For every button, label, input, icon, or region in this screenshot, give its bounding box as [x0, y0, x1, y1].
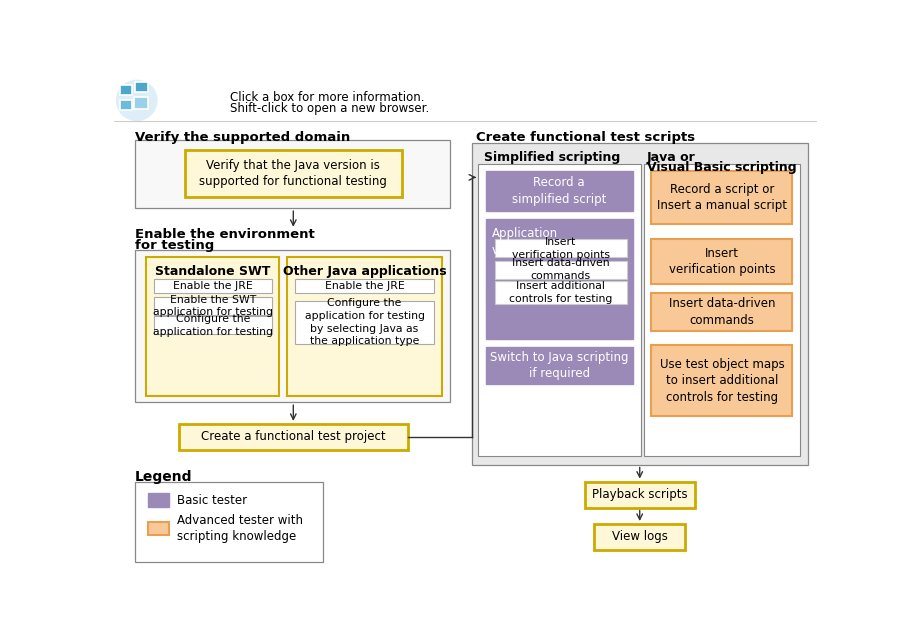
- Bar: [179, 424, 408, 450]
- Bar: [594, 524, 686, 550]
- Text: Create a functional test project: Create a functional test project: [201, 430, 386, 443]
- Bar: [495, 261, 627, 279]
- Text: Visual Basic scripting: Visual Basic scripting: [646, 161, 796, 175]
- Bar: [471, 143, 808, 464]
- Bar: [478, 164, 640, 456]
- Bar: [651, 293, 793, 332]
- Text: Insert
verification points: Insert verification points: [512, 237, 609, 260]
- Text: Other Java applications: Other Java applications: [282, 265, 447, 278]
- Text: Configure the
application for testing
by selecting Java as
the application type: Configure the application for testing by…: [304, 298, 425, 346]
- Text: Insert
verification points: Insert verification points: [668, 247, 775, 276]
- Bar: [486, 219, 633, 339]
- Bar: [146, 258, 280, 396]
- Text: Enable the JRE: Enable the JRE: [173, 281, 252, 291]
- Text: Click a box for more information.: Click a box for more information.: [230, 91, 424, 104]
- Text: Enable the environment: Enable the environment: [135, 228, 315, 242]
- Bar: [135, 250, 449, 402]
- Text: Advanced tester with
scripting knowledge: Advanced tester with scripting knowledge: [177, 514, 303, 544]
- Text: Enable the SWT
application for testing: Enable the SWT application for testing: [153, 294, 272, 317]
- Bar: [644, 164, 800, 456]
- Bar: [135, 482, 322, 562]
- Bar: [120, 100, 132, 110]
- Circle shape: [116, 80, 157, 120]
- Bar: [185, 149, 402, 198]
- Bar: [486, 346, 633, 384]
- Text: Configure the
application for testing: Configure the application for testing: [153, 314, 272, 337]
- Text: Record a
simplified script: Record a simplified script: [512, 176, 607, 206]
- Text: Playback scripts: Playback scripts: [592, 488, 687, 501]
- Bar: [148, 493, 169, 507]
- Bar: [651, 239, 793, 283]
- Text: Shift-click to open a new browser.: Shift-click to open a new browser.: [230, 102, 429, 115]
- Text: Basic tester: Basic tester: [177, 493, 247, 507]
- Text: Legend: Legend: [135, 470, 192, 484]
- Text: Application
visuals: Application visuals: [492, 227, 558, 257]
- Bar: [295, 301, 434, 344]
- Text: Use test object maps
to insert additional
controls for testing: Use test object maps to insert additiona…: [659, 357, 785, 404]
- Text: Insert data-driven
commands: Insert data-driven commands: [668, 298, 775, 327]
- Bar: [495, 281, 627, 304]
- Text: Switch to Java scripting
if required: Switch to Java scripting if required: [490, 350, 628, 380]
- Text: Simplified scripting: Simplified scripting: [484, 151, 620, 164]
- Bar: [153, 279, 271, 293]
- Text: Standalone SWT: Standalone SWT: [155, 265, 271, 278]
- Text: Verify that the Java version is
supported for functional testing: Verify that the Java version is supporte…: [200, 159, 387, 188]
- Text: Verify the supported domain: Verify the supported domain: [135, 131, 350, 144]
- Bar: [153, 297, 271, 315]
- Text: Insert additional
controls for testing: Insert additional controls for testing: [509, 281, 612, 303]
- Bar: [135, 82, 148, 92]
- Text: Record a script or
Insert a manual script: Record a script or Insert a manual scrip…: [656, 183, 787, 212]
- Bar: [153, 316, 271, 334]
- Text: Enable the JRE: Enable the JRE: [325, 281, 404, 291]
- Bar: [495, 239, 627, 258]
- Text: for testing: for testing: [135, 239, 214, 252]
- Bar: [585, 482, 695, 507]
- Bar: [295, 279, 434, 293]
- Bar: [135, 140, 449, 208]
- Bar: [287, 258, 442, 396]
- Text: Create functional test scripts: Create functional test scripts: [476, 131, 696, 144]
- Text: View logs: View logs: [612, 531, 667, 544]
- Bar: [148, 522, 169, 535]
- Text: Java or: Java or: [646, 151, 696, 164]
- Bar: [486, 171, 633, 211]
- Bar: [133, 97, 148, 109]
- Bar: [120, 85, 132, 95]
- Text: Insert data-driven
commands: Insert data-driven commands: [512, 258, 609, 281]
- Bar: [651, 171, 793, 223]
- Bar: [651, 345, 793, 416]
